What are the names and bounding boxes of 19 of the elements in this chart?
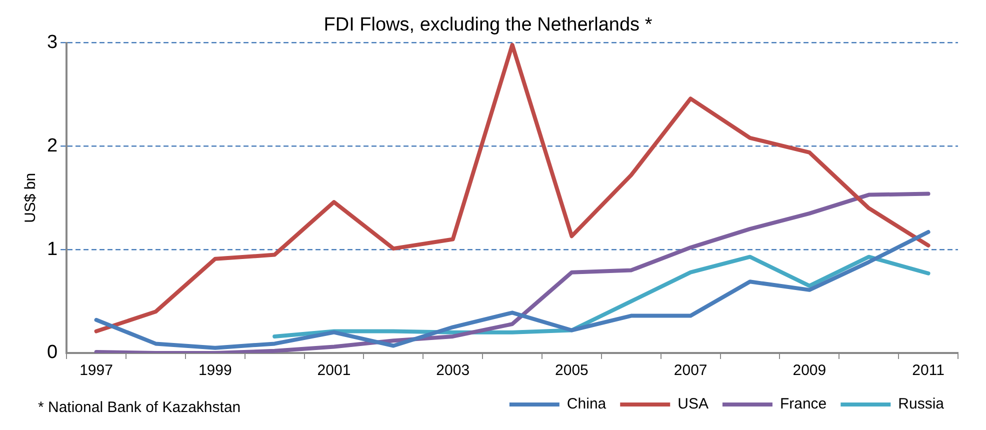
legend-label: Russia bbox=[898, 396, 945, 413]
x-tick-label: 2001 bbox=[317, 362, 351, 380]
x-tick-label: 1999 bbox=[198, 362, 232, 380]
x-tick-label: 1997 bbox=[80, 362, 113, 380]
x-tick-label: 2011 bbox=[912, 362, 944, 380]
y-axis-title: US$ bn bbox=[22, 172, 40, 223]
legend-label: China bbox=[566, 396, 607, 413]
y-tick-label: 1 bbox=[46, 238, 58, 260]
x-tick-label: 2009 bbox=[792, 362, 826, 380]
y-tick-label: 3 bbox=[46, 32, 58, 54]
chart-title: FDI Flows, excluding the Netherlands * bbox=[324, 14, 653, 36]
legend-label: USA bbox=[678, 396, 708, 413]
x-tick-label: 2003 bbox=[436, 362, 470, 380]
legend-label: France bbox=[780, 396, 827, 413]
x-tick-label: 2007 bbox=[674, 362, 708, 380]
y-tick-label: 0 bbox=[46, 342, 58, 364]
x-tick-label: 2005 bbox=[555, 362, 588, 380]
text: * National Bank of Kazakhstan bbox=[38, 399, 241, 416]
y-tick-label: 2 bbox=[46, 135, 58, 156]
